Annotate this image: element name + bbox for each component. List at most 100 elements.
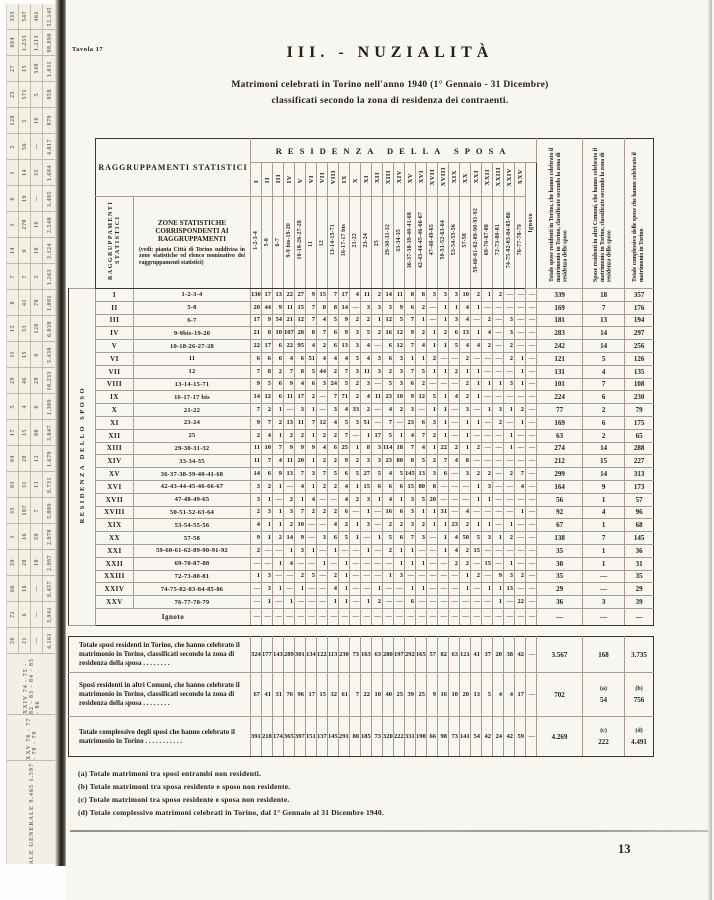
table-cell: — [349,556,361,571]
table-cell: 1 [316,556,328,571]
table-row: XIII 29-30-31-32 11 10 7 9 9 9 4 6 25 1 8 3 114 18 7 4 1 22… [69,441,655,456]
table-cell: 17 [250,313,262,328]
vertical-text: 4.017 [47,138,53,155]
row-numeral: XIV [95,454,134,469]
table-cell: 4 [294,377,306,392]
strip-subcell: 571 [19,82,31,107]
vertical-text: 8.731 [47,476,53,493]
table-cell: 4 [294,479,306,494]
table-cell: 8 [404,288,416,302]
summary-cell: 185 [360,716,373,757]
vertical-text: 47-48-49-65 [429,224,435,256]
table-cell: 2 [426,351,438,366]
vertical-text: 16 [33,221,40,228]
strip-subcell: — [31,628,43,653]
table-cell: 1 [481,288,493,302]
table-cell: 7 [514,467,526,481]
strip-subcell: 10 [31,550,43,575]
strip-subcell: 461 [31,4,43,29]
strip-subcell: 1 [7,212,19,237]
row-zones: 12 [133,364,251,379]
vertical-text: 52.145 [47,6,53,27]
summary-cell: 4 [503,672,516,717]
vertical-text: 20 [9,559,16,566]
vertical-text: 57-58 [462,232,468,248]
row-total: 121 [536,351,584,366]
table-cell: — [448,403,460,417]
row-numeral: XX [95,531,134,545]
zone-header-title: ZONE STATISTICHE CORRISPONDENTI AI RAGGR… [155,218,229,243]
table-cell: 3 [283,505,295,520]
table-cell: 4 [261,428,273,443]
table-cell: 7 [283,364,295,379]
row-zones: 72-73-80-81 [133,569,251,584]
table-cell: 4 [327,582,339,597]
vertical-text: 50-51-52-63-64 [440,220,446,260]
table-cell: — [514,518,526,533]
row-numeral: XIX [95,518,134,533]
vertical-text: 1.679 [47,450,53,467]
col-numeral: IV [283,162,295,197]
table-cell: — [426,300,438,315]
table-cell: 2 [470,467,482,481]
strip-subcell: 335 [7,4,19,29]
table-cell: 9 [305,441,317,456]
strip-subcell: 11 [7,342,19,367]
table-cell: — [316,543,328,558]
row-total: 65 [624,428,655,443]
summary-cell: 291 [338,716,351,757]
row-total: 6 [582,390,626,405]
summary-total-value: 4.269 [551,732,568,741]
row-total: 9 [582,479,626,494]
table-cell: 6 [382,479,394,494]
row-total: 68 [624,518,655,533]
summary-cell: 59 [514,716,527,757]
table-cell: — [426,313,438,328]
vertical-text: 26 [9,637,16,644]
row-zones: 29-30-31-32 [133,441,251,456]
strip-bottom-cell: TOTALE GENERALE 9.465 1.597 [7,761,57,864]
row-total: 242 [536,339,584,353]
table-cell: 2 [272,364,284,379]
table-cell: 3 [261,582,273,597]
summary-total-value: 702 [554,690,565,699]
strip-subcell: 85 [7,472,19,497]
vertical-text: 98.890 [47,32,53,53]
table-cell: 107 [283,326,295,341]
summary-cell: 57 [426,636,439,673]
table-cell: — [415,403,427,417]
row-total: 101 [536,377,584,392]
table-cell: 22 [250,339,262,353]
col-zones: 23-24 [360,196,372,289]
vertical-text: — [33,611,40,618]
table-cell: 2 [437,326,449,341]
vertical-text: 25 [9,91,16,98]
table-cell: 2 [415,377,427,392]
row-zones: 74-75-82-83-84-85-86 [133,582,251,597]
table-cell: 2 [503,531,515,545]
strip-cell: 2 56 — 4.017 [7,134,57,160]
table-cell: 7 [404,441,416,456]
table-cell: 2 [338,518,350,533]
strip-subcell: 26 [7,628,19,653]
table-cell: — [503,479,515,494]
vertical-text: 21-22 [352,232,358,248]
strip-subcell: 6 [19,602,31,627]
footnotes: (a) Totale matrimoni tra sposi entrambi … [78,767,384,819]
table-cell: 7 [261,454,273,469]
table-cell: 1 [492,595,504,609]
strip-subcell: 6 [31,342,43,367]
table-cell: — [437,556,449,571]
table-cell: 7 [305,415,317,430]
col-zones: 59-60-61-62-89-90-91-92 [470,196,482,289]
table-cell: — [316,582,328,597]
table-cell: — [437,479,449,494]
vertical-text: 17 [9,429,16,436]
table-cell: — [371,403,383,417]
table-cell: 4 [470,339,482,353]
table-cell: 4 [459,339,471,353]
vertical-text: 12 [9,325,16,332]
col-zones: 33-34-35 [393,196,405,289]
vertical-text: 7 [33,508,40,513]
row-total: 5 [582,351,626,366]
